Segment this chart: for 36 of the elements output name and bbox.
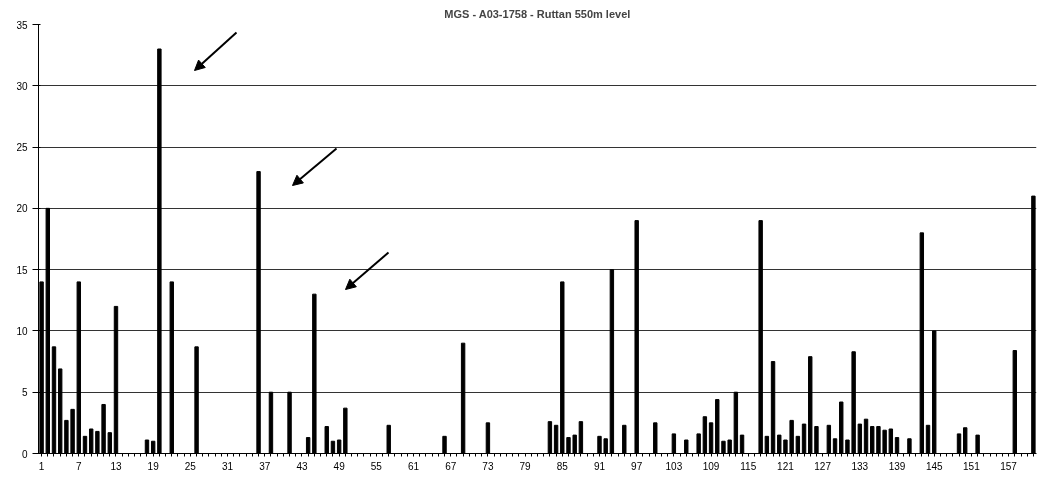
x-tick-label: 85: [556, 460, 569, 472]
x-tick-label: 145: [925, 460, 943, 472]
x-tick-label: 55: [370, 460, 383, 472]
x-tick-label: 67: [445, 460, 457, 472]
x-tick-label: 115: [740, 460, 757, 472]
x-tick-label: 1: [38, 460, 45, 472]
x-tick-label: 103: [665, 460, 683, 472]
x-tick-label: 25: [184, 460, 197, 472]
x-tick-label: 109: [702, 460, 720, 472]
x-tick-label: 133: [851, 460, 869, 472]
y-tick-label: 30: [16, 80, 28, 92]
y-tick-label: 15: [16, 264, 28, 276]
x-tick-label: 49: [333, 460, 346, 472]
x-tick-label: 139: [888, 460, 906, 472]
x-tick-label: 13: [110, 460, 122, 472]
x-tick-label: 151: [963, 460, 981, 472]
y-tick-label: 5: [21, 387, 28, 399]
x-tick-label: 157: [1000, 460, 1018, 472]
x-tick-label: 121: [777, 460, 795, 472]
x-tick-label: 127: [814, 460, 832, 472]
x-tick-label: 43: [296, 460, 308, 472]
y-tick-label: 20: [16, 203, 28, 215]
x-tick-label: 61: [407, 460, 420, 472]
y-tick-label: 0: [21, 448, 28, 460]
x-tick-label: 79: [519, 460, 532, 472]
x-tick-label: 31: [222, 460, 234, 472]
y-tick-label: 10: [16, 325, 28, 337]
x-tick-label: 37: [259, 460, 271, 472]
x-tick-label: 7: [76, 460, 83, 472]
x-tick-label: 73: [482, 460, 494, 472]
x-tick-label: 97: [631, 460, 643, 472]
x-tick-label: 19: [147, 460, 160, 472]
y-tick-label: 35: [16, 19, 28, 31]
x-tick-label: 91: [593, 460, 606, 472]
chart-title: MGS - A03-1758 - Ruttan 550m level: [444, 7, 631, 20]
y-tick-label: 25: [16, 142, 28, 154]
